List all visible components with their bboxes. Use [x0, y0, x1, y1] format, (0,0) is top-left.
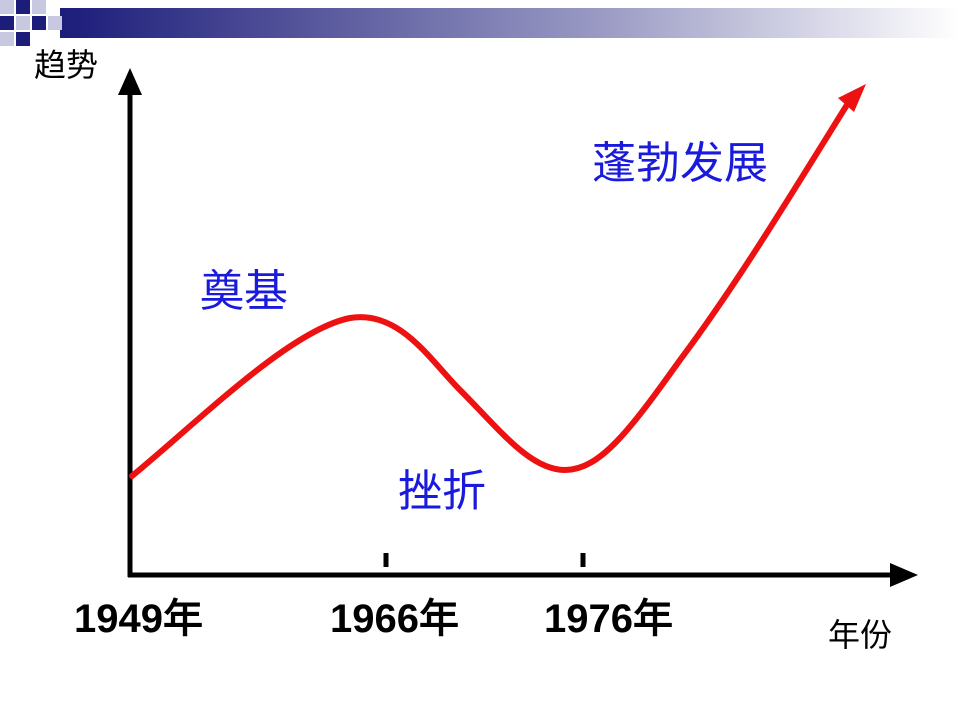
- axes: [118, 68, 918, 587]
- y-axis-label: 趋势: [34, 46, 98, 84]
- stage-label: 蓬勃发展: [592, 138, 768, 189]
- x-axis-label: 年份: [828, 616, 892, 654]
- stage-label: 奠基: [200, 266, 288, 317]
- year-label: 1976年: [544, 597, 673, 641]
- year-label: 1966年: [330, 597, 459, 641]
- trend-curve: [129, 84, 866, 479]
- stage-label: 挫折: [398, 466, 486, 517]
- year-label: 1949年: [74, 597, 203, 641]
- header-decoration: [0, 0, 960, 46]
